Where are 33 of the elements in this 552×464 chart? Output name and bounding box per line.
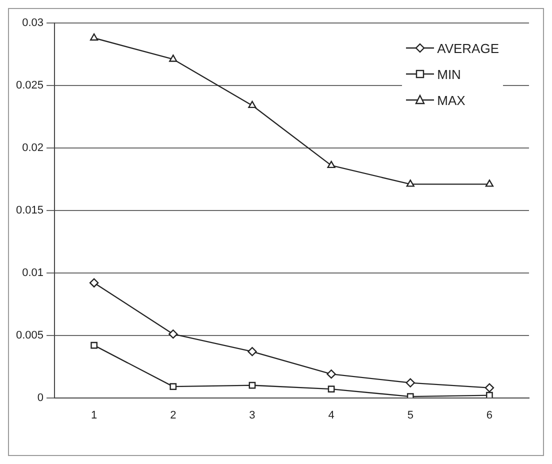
point	[406, 378, 415, 388]
point	[90, 33, 98, 41]
point	[485, 180, 494, 187]
point	[248, 100, 256, 108]
point	[484, 383, 494, 392]
point	[406, 180, 414, 187]
x-tick-label: 4	[328, 409, 334, 422]
point	[327, 160, 336, 168]
point	[326, 369, 336, 379]
legend-label: AVERAGE	[437, 40, 499, 56]
y-tick-label: 0.02	[22, 142, 44, 154]
point	[248, 382, 256, 389]
y-tick-label: 0.005	[16, 329, 44, 342]
legend-label: MAX	[437, 92, 466, 108]
x-tick-label: 3	[249, 409, 256, 422]
point	[89, 278, 99, 288]
x-tick-label: 2	[170, 409, 176, 422]
point	[169, 54, 178, 62]
y-tick-label: 0.015	[16, 204, 44, 216]
point	[168, 329, 178, 339]
legend-label: MIN	[437, 66, 461, 82]
point	[486, 392, 493, 398]
x-tick-label: 5	[407, 409, 414, 422]
y-tick-label: 0	[37, 392, 44, 404]
x-tick-label: 1	[91, 409, 98, 422]
y-tick-label: 0.03	[22, 17, 44, 30]
x-tick-label: 6	[486, 409, 493, 422]
y-tick-label: 0.01	[22, 266, 44, 279]
y-tick-label: 0.025	[16, 80, 44, 92]
point	[328, 386, 335, 392]
point	[248, 346, 257, 356]
point	[90, 342, 98, 349]
point	[170, 383, 177, 390]
